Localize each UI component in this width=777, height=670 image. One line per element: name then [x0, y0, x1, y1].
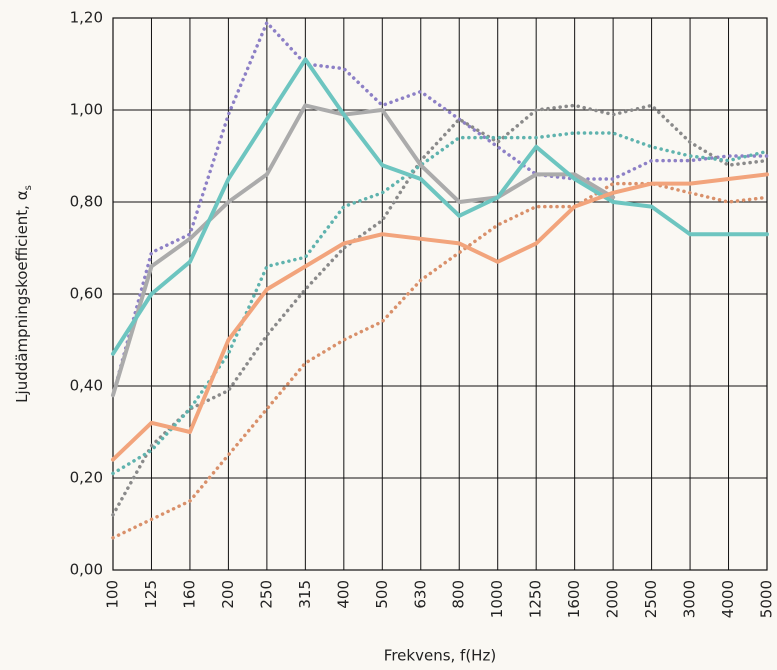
- x-tick-label: 630: [411, 580, 429, 609]
- x-tick-label: 3000: [681, 580, 699, 618]
- x-tick-label: 200: [219, 580, 237, 609]
- y-tick-label: 1,20: [70, 9, 103, 27]
- plot-frame: [112, 17, 768, 571]
- x-axis-label: Frekvens, f(Hz): [384, 647, 496, 665]
- solid-line: [111, 103, 616, 398]
- y-tick-label: 0,20: [70, 469, 103, 487]
- x-tick-label: 400: [334, 580, 352, 609]
- dotted-line: [111, 181, 769, 540]
- x-tick-label: 1600: [565, 580, 583, 618]
- y-tick-label: 0,80: [70, 193, 103, 211]
- dotted-line: [111, 20, 769, 397]
- y-axis-label: Ljuddämpningskoefficient, αs: [13, 185, 35, 403]
- x-tick-label: 125: [142, 580, 160, 609]
- y-axis-label-subscript: s: [23, 185, 34, 190]
- x-tick-label: 160: [180, 580, 198, 609]
- x-tick-label: 1250: [527, 580, 545, 618]
- x-tick-label: 500: [373, 580, 391, 609]
- y-tick-label: 0,40: [70, 377, 103, 395]
- y-tick-label: 1,00: [70, 101, 103, 119]
- y-axis-label-text: Ljuddämpningskoefficient, α: [13, 190, 31, 403]
- dotted-line: [111, 131, 769, 476]
- dotted-line: [111, 103, 769, 517]
- x-tick-label: 2000: [604, 580, 622, 618]
- x-tick-label: 100: [104, 580, 122, 609]
- x-tick-label: 315: [296, 580, 314, 609]
- x-tick-label: 4000: [719, 580, 737, 618]
- x-tick-label: 1000: [488, 580, 506, 618]
- x-tick-label: 800: [450, 580, 468, 609]
- solid-line: [111, 57, 769, 356]
- x-tick-label: 5000: [758, 580, 776, 618]
- y-tick-label: 0,60: [70, 285, 103, 303]
- solid-line: [111, 172, 769, 462]
- x-tick-label: 2500: [642, 580, 660, 618]
- y-tick-label: 0,00: [70, 561, 103, 579]
- x-tick-label: 250: [257, 580, 275, 609]
